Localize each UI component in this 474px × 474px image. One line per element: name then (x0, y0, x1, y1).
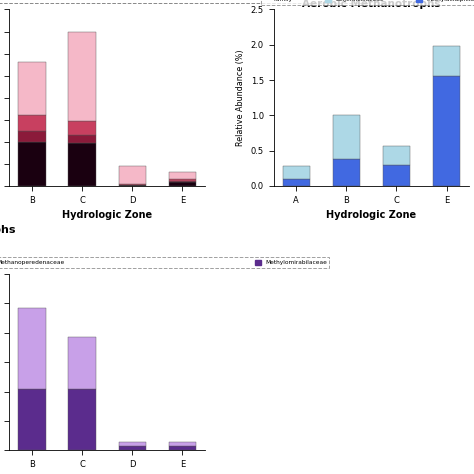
Bar (383, 146, 410, 164)
Bar (383, 164, 410, 186)
Bar (169, 182, 196, 186)
Bar (433, 46, 460, 76)
Bar (68, 32, 96, 120)
Bar (18, 308, 46, 389)
X-axis label: Hydrologic Zone: Hydrologic Zone (327, 210, 417, 220)
Bar (18, 131, 46, 142)
Bar (169, 179, 196, 181)
Bar (118, 185, 146, 186)
Bar (18, 63, 46, 115)
Bar (18, 389, 46, 450)
Bar (169, 442, 196, 446)
Bar (18, 115, 46, 131)
Bar (68, 389, 96, 450)
X-axis label: Hydrologic Zone: Hydrologic Zone (62, 210, 152, 220)
Bar (118, 166, 146, 184)
Bar (333, 115, 360, 159)
Legend: Methanoperedenaceae, Methylomirabilaceae: Methanoperedenaceae, Methylomirabilaceae (0, 257, 329, 267)
Bar (283, 166, 310, 179)
Legend: Family, Beijerinckiaceae, Methylacidiphilac: Family, Beijerinckiaceae, Methylacidiphi… (261, 0, 474, 5)
Bar (118, 446, 146, 450)
Bar (68, 337, 96, 389)
Legend: Methanobacteriaceae, Methanoregulaceae, Methanosarcinaceae, Methanosaetaceae, NA: Methanobacteriaceae, Methanoregulaceae, … (0, 0, 368, 3)
Bar (68, 144, 96, 186)
Bar (283, 179, 310, 186)
Bar (68, 120, 96, 135)
Y-axis label: Relative Abundance (%): Relative Abundance (%) (236, 49, 245, 146)
Bar (169, 446, 196, 450)
Bar (433, 76, 460, 186)
Bar (68, 135, 96, 144)
Title: Aerobic Methanotrophs: Aerobic Methanotrophs (302, 0, 441, 9)
Bar (118, 442, 146, 446)
Bar (169, 172, 196, 179)
Bar (18, 142, 46, 186)
Text: rophs: rophs (0, 225, 16, 235)
Bar (169, 181, 196, 182)
Bar (333, 159, 360, 186)
